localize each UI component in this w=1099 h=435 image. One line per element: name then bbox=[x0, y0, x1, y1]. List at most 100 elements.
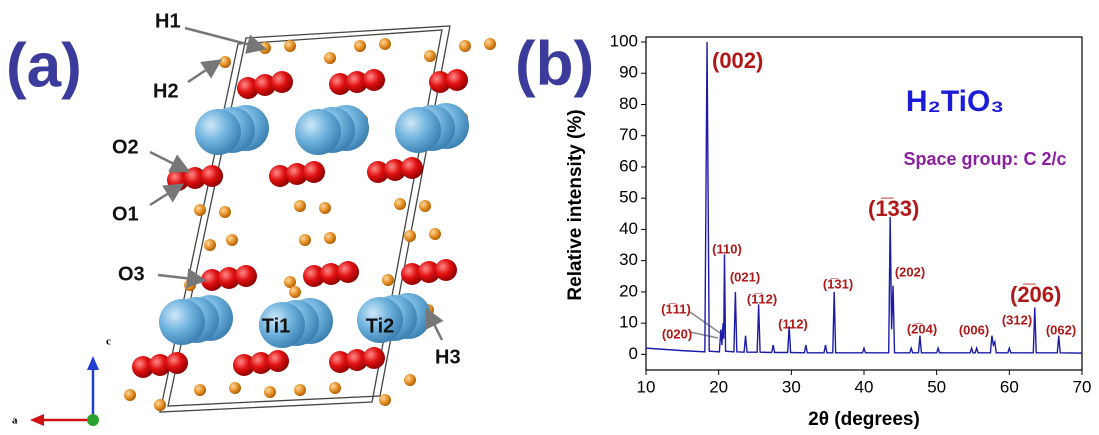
h-atom bbox=[294, 200, 306, 212]
h-atom bbox=[459, 40, 471, 52]
h-atom bbox=[324, 232, 336, 244]
h-atom bbox=[404, 230, 416, 242]
x-tick-label: 10 bbox=[637, 377, 656, 396]
h-atom bbox=[324, 52, 336, 64]
atom-label: O3 bbox=[118, 263, 145, 285]
axis-label: a bbox=[12, 415, 18, 427]
o-atom bbox=[201, 165, 223, 187]
peak-label: (006) bbox=[959, 322, 989, 337]
o-atom bbox=[267, 350, 289, 372]
ti-atom bbox=[395, 107, 441, 153]
peak-label: (1̅11) bbox=[661, 301, 691, 316]
peak-label: (2̅06) bbox=[1010, 282, 1061, 307]
peak-label: (062) bbox=[1046, 322, 1076, 337]
o-atom bbox=[337, 261, 359, 283]
peak-label: (202) bbox=[895, 264, 925, 279]
peak-label: (020) bbox=[662, 326, 692, 341]
h-atom bbox=[264, 386, 276, 398]
peak-label: (002) bbox=[712, 48, 763, 73]
h-atom bbox=[419, 200, 431, 212]
peak-label: (2̅04) bbox=[907, 321, 937, 336]
h-atom bbox=[219, 56, 231, 68]
panel-label: (b) bbox=[515, 29, 594, 98]
x-tick-label: 50 bbox=[927, 377, 946, 396]
unit-cell bbox=[160, 26, 450, 412]
x-axis-label: 2θ (degrees) bbox=[808, 409, 920, 430]
x-tick-label: 30 bbox=[782, 377, 801, 396]
x-tick-label: 20 bbox=[709, 377, 728, 396]
atom-label: Ti2 bbox=[366, 315, 395, 337]
h-atom bbox=[382, 274, 394, 286]
h-atom bbox=[124, 389, 136, 401]
h-atom bbox=[354, 40, 366, 52]
x-tick-label: 70 bbox=[1073, 377, 1092, 396]
o-atom bbox=[401, 157, 423, 179]
h-atom bbox=[294, 384, 306, 396]
y-tick-label: 90 bbox=[619, 63, 638, 82]
h-atom bbox=[194, 204, 206, 216]
peak-label: (312) bbox=[1002, 312, 1032, 327]
x-tick-label: 60 bbox=[1000, 377, 1019, 396]
chart-subtitle: Space group: C 2/c bbox=[903, 149, 1066, 169]
h-atom bbox=[424, 50, 436, 62]
h-atom bbox=[319, 202, 331, 214]
h-atom bbox=[184, 279, 196, 291]
atom-label: O1 bbox=[112, 203, 139, 225]
o-atom bbox=[435, 259, 457, 281]
ti-atom bbox=[159, 299, 205, 345]
h-atom bbox=[284, 40, 296, 52]
y-tick-label: 100 bbox=[610, 31, 638, 50]
o-atom bbox=[446, 69, 468, 91]
y-tick-label: 80 bbox=[619, 94, 638, 113]
y-tick-label: 20 bbox=[619, 281, 638, 300]
y-axis-label: Relative intensity (%) bbox=[565, 109, 586, 300]
peak-label: (021) bbox=[730, 269, 760, 284]
h-atom bbox=[404, 374, 416, 386]
y-tick-label: 60 bbox=[619, 156, 638, 175]
h-atom bbox=[219, 206, 231, 218]
h-atom bbox=[379, 38, 391, 50]
y-tick-label: 50 bbox=[619, 188, 638, 207]
o-atom bbox=[363, 69, 385, 91]
y-tick-label: 10 bbox=[619, 313, 638, 332]
o-atom bbox=[166, 352, 188, 374]
h-atom bbox=[289, 286, 301, 298]
h-atom bbox=[204, 239, 216, 251]
ti-atom bbox=[195, 109, 241, 155]
panel-label: (a) bbox=[6, 31, 82, 100]
o-atom bbox=[303, 161, 325, 183]
ti-atom bbox=[295, 109, 341, 155]
y-tick-label: 30 bbox=[619, 250, 638, 269]
atom-label: H1 bbox=[155, 10, 181, 32]
h-atom bbox=[194, 384, 206, 396]
atom-label: O2 bbox=[112, 136, 139, 158]
peak-label: (1̅12) bbox=[747, 291, 777, 306]
axis-label: c bbox=[106, 336, 111, 348]
h-atom bbox=[429, 228, 441, 240]
atom-label: H3 bbox=[435, 346, 461, 368]
peak-label: (112) bbox=[778, 316, 808, 331]
o-atom bbox=[271, 71, 293, 93]
peak-label: (110) bbox=[712, 241, 742, 256]
h-atom bbox=[484, 38, 496, 50]
h-atom bbox=[154, 399, 166, 411]
atom-label: Ti1 bbox=[262, 315, 291, 337]
h-atom bbox=[229, 382, 241, 394]
h-atom bbox=[299, 234, 311, 246]
h-atom bbox=[329, 382, 341, 394]
atom-label: H2 bbox=[153, 80, 179, 102]
y-tick-label: 70 bbox=[619, 125, 638, 144]
axis-triad bbox=[30, 356, 99, 426]
h-atom bbox=[379, 394, 391, 406]
chart-title: H₂TiO₃ bbox=[906, 85, 1004, 118]
o-atom bbox=[235, 265, 257, 287]
y-tick-label: 0 bbox=[629, 344, 638, 363]
x-tick-label: 40 bbox=[855, 377, 874, 396]
peak-label: (1̅31) bbox=[823, 276, 853, 291]
h-atom bbox=[226, 234, 238, 246]
y-tick-label: 40 bbox=[619, 219, 638, 238]
figure: (a) H1 H2 O2 O1 O3 Ti1 Ti2 H3 a c 0 10 20 30 40 50 60 70 80… bbox=[0, 0, 1099, 435]
o-atom bbox=[363, 347, 385, 369]
h-atom bbox=[394, 198, 406, 210]
peak-label: (1̅33) bbox=[868, 196, 919, 221]
